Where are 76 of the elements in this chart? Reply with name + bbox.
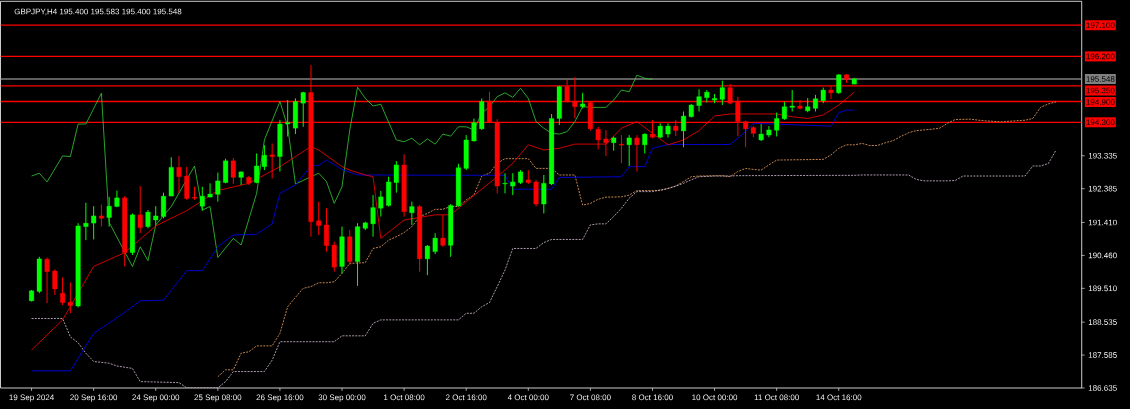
candlestick	[91, 205, 97, 240]
candlestick	[269, 142, 275, 179]
candlestick	[199, 186, 205, 212]
candlestick	[642, 132, 648, 154]
candlestick	[52, 268, 58, 296]
candlestick	[440, 214, 446, 248]
line-series	[31, 74, 653, 267]
candlestick	[300, 91, 306, 128]
x-tick-label: 4 Oct 00:00	[507, 394, 549, 401]
x-tick-label: 25 Sep 08:00	[194, 394, 242, 402]
y-tick-label: 188.535	[1088, 319, 1117, 325]
x-tick-label: 7 Oct 08:00	[570, 394, 611, 401]
candlestick	[618, 134, 624, 164]
candlestick	[471, 117, 477, 143]
x-tick-label: 11 Oct 08:00	[754, 394, 799, 401]
x-tick-label: 14 Oct 16:00	[816, 394, 862, 401]
candlestick	[634, 134, 640, 173]
x-tick-label: 26 Sep 16:00	[256, 394, 304, 402]
candlestick	[137, 185, 143, 234]
candlestick	[502, 172, 508, 194]
candlestick	[83, 202, 89, 241]
candlestick	[409, 201, 415, 226]
candlestick	[324, 207, 329, 253]
line-series	[31, 149, 1057, 388]
y-tick-label: 186.635	[1088, 385, 1117, 391]
candlestick	[106, 196, 112, 228]
x-tick-label: 10 Oct 00:00	[692, 394, 738, 401]
candlestick	[758, 123, 764, 142]
candlestick	[378, 190, 384, 218]
candlestick	[215, 172, 221, 203]
y-tick-label: 191.410	[1088, 219, 1117, 226]
x-tick-label: 19 Sep 2024	[9, 394, 54, 402]
candlestick	[789, 89, 795, 113]
candlestick	[98, 203, 104, 228]
candlestick	[230, 157, 236, 185]
candlestick	[836, 73, 842, 95]
x-tick-label: 30 Sep 00:00	[318, 394, 366, 402]
ref-line-label: 195.350	[1086, 87, 1115, 94]
y-tick-label: 187.585	[1088, 352, 1117, 358]
ref-line-label: 194.900	[1086, 99, 1115, 105]
ref-line-label: 195.548	[1086, 76, 1115, 82]
ref-line-label: 196.200	[1086, 53, 1115, 60]
candlestick	[331, 241, 337, 273]
x-tick-label: 20 Sep 16:00	[70, 394, 118, 402]
candlestick	[145, 209, 151, 229]
candlestick	[370, 194, 376, 238]
candlestick	[424, 244, 430, 276]
x-tick-label: 8 Oct 16:00	[632, 394, 673, 401]
y-tick-label: 193.335	[1088, 152, 1117, 159]
candlestick	[316, 201, 322, 236]
candlestick	[176, 155, 182, 194]
candlestick	[207, 182, 213, 198]
x-tick-label: 2 Oct 16:00	[445, 394, 487, 401]
candlestick	[603, 129, 609, 157]
candlestick	[161, 192, 166, 219]
candlestick	[153, 205, 159, 226]
candlestick	[432, 232, 438, 255]
y-tick-label: 192.385	[1088, 185, 1117, 192]
candlestick	[184, 166, 190, 201]
candlestick	[626, 134, 632, 167]
x-tick-label: 1 Oct 08:00	[384, 394, 425, 401]
candlestick	[44, 256, 50, 304]
y-tick-label: 190.460	[1088, 252, 1117, 259]
x-tick-label: 24 Sep 00:00	[132, 394, 180, 402]
candlestick	[541, 174, 547, 214]
candlestick	[223, 158, 229, 184]
candlestick	[238, 171, 244, 186]
line-series	[217, 101, 1057, 378]
ref-line-label: 197.100	[1086, 22, 1115, 29]
candlestick	[510, 172, 516, 196]
candlestick	[696, 88, 702, 113]
candlestick	[595, 126, 601, 150]
candlestick	[533, 179, 539, 208]
ref-line-label: 194.300	[1086, 119, 1115, 126]
y-tick-label: 189.510	[1088, 285, 1117, 292]
text: GBPJPY,H4 195.400 195.583 195.400 195.548	[14, 8, 182, 16]
